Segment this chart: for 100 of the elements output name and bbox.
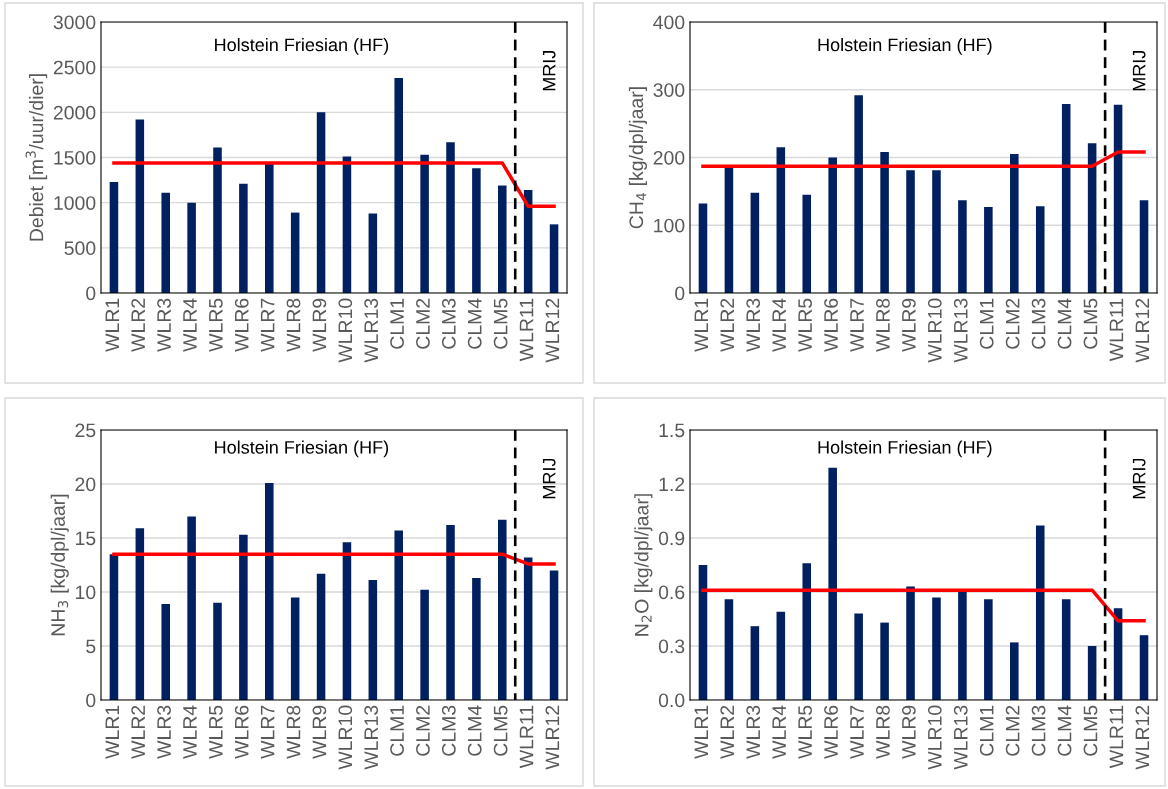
annotation: MRIJ xyxy=(1132,51,1146,91)
bar xyxy=(750,626,760,700)
bar xyxy=(446,525,455,700)
bar xyxy=(854,95,863,293)
bar xyxy=(958,592,967,700)
bar xyxy=(161,603,170,700)
x-tick-label: WLR12 xyxy=(1135,705,1150,770)
bar xyxy=(698,203,708,293)
x-tick-label: CLM5 xyxy=(1083,705,1098,756)
x-tick-label: WLR13 xyxy=(364,705,379,770)
y-tick-label: 2500 xyxy=(53,60,96,75)
annotation: MRIJ xyxy=(542,458,556,499)
bar xyxy=(265,482,274,700)
bar xyxy=(958,200,967,293)
y-tick-label: 400 xyxy=(653,15,685,30)
annotation: MRIJ xyxy=(1132,458,1146,499)
x-tick-label: WLR7 xyxy=(850,705,864,759)
x-tick-label: WLR12 xyxy=(545,298,560,363)
x-tick-label: WLR7 xyxy=(260,298,275,352)
bar xyxy=(446,142,455,293)
bar xyxy=(1061,103,1071,293)
bar xyxy=(932,597,941,700)
y-tick-label: 1.2 xyxy=(659,477,685,492)
bar xyxy=(187,202,196,293)
bar xyxy=(135,528,145,700)
x-tick-label: CLM4 xyxy=(1057,298,1072,349)
bar xyxy=(420,154,429,293)
x-tick-label: CLM3 xyxy=(441,705,456,756)
bar xyxy=(776,147,786,293)
x-tick-label: WLR11 xyxy=(519,298,534,362)
bar xyxy=(880,152,889,293)
x-tick-label: WLR2 xyxy=(131,298,145,352)
y-tick-label: 0 xyxy=(86,286,96,301)
y-tick-label: 0 xyxy=(86,693,96,708)
bar xyxy=(1087,646,1097,700)
x-tick-label: WLR8 xyxy=(286,298,301,352)
x-tick-label: WLR4 xyxy=(183,705,197,759)
x-tick-label: WLR11 xyxy=(519,705,534,769)
x-tick-label: CLM1 xyxy=(390,298,404,349)
bar xyxy=(316,112,326,293)
y-axis-title: NH$_{3}$ [kg/dpl/jaar] xyxy=(50,494,69,636)
bar xyxy=(828,467,837,700)
x-tick-label: WLR9 xyxy=(901,705,916,759)
annotation: Holstein Friesian (HF) xyxy=(215,37,389,55)
bar xyxy=(290,212,300,293)
x-tick-label: WLR8 xyxy=(876,298,890,352)
x-tick-label: WLR11 xyxy=(1109,298,1124,362)
x-tick-label: WLR7 xyxy=(260,705,275,759)
bar xyxy=(698,565,708,700)
bar xyxy=(549,570,559,700)
x-tick-label: WLR6 xyxy=(824,298,838,352)
bar xyxy=(394,530,403,700)
bar xyxy=(1061,599,1071,700)
bar xyxy=(316,573,326,700)
y-tick-label: 500 xyxy=(64,241,96,256)
y-tick-label: 15 xyxy=(76,531,96,546)
x-tick-label: WLR6 xyxy=(234,298,249,352)
bar xyxy=(420,589,429,700)
bar xyxy=(906,170,915,293)
y-axis-title: N$_{2}$O [kg/dpl/jaar] xyxy=(634,494,653,636)
x-tick-label: WLR8 xyxy=(876,705,890,759)
x-tick-label: CLM1 xyxy=(390,705,404,756)
x-tick-label: CLM2 xyxy=(1005,705,1020,756)
x-tick-label: CLM3 xyxy=(441,298,456,349)
x-tick-label: WLR13 xyxy=(953,705,968,770)
annotation: Holstein Friesian (HF) xyxy=(215,440,389,458)
y-tick-label: 5 xyxy=(86,639,96,654)
x-tick-label: CLM1 xyxy=(979,298,994,349)
x-tick-label: WLR8 xyxy=(286,705,301,759)
x-tick-label: CLM2 xyxy=(1005,298,1020,349)
bar xyxy=(342,156,352,293)
x-tick-label: WLR6 xyxy=(824,705,838,759)
bar xyxy=(776,611,786,700)
x-tick-label: WLR9 xyxy=(312,298,327,352)
x-tick-label: WLR1 xyxy=(105,705,119,759)
bar xyxy=(802,563,812,700)
x-tick-label: CLM4 xyxy=(467,705,482,756)
x-tick-label: WLR12 xyxy=(1135,298,1150,363)
bar xyxy=(880,622,889,700)
x-tick-label: WLR5 xyxy=(209,705,223,759)
x-tick-label: WLR10 xyxy=(927,705,942,770)
x-tick-label: CLM5 xyxy=(1083,298,1098,349)
x-tick-label: WLR13 xyxy=(364,298,379,363)
bar xyxy=(239,183,248,293)
bar xyxy=(1139,200,1149,293)
bar xyxy=(368,580,378,700)
x-tick-label: CLM2 xyxy=(416,298,430,349)
bar xyxy=(1113,104,1123,293)
y-tick-label: 300 xyxy=(653,83,685,97)
bar xyxy=(498,185,507,293)
y-tick-label: 3000 xyxy=(53,15,96,30)
bar xyxy=(135,119,145,293)
x-tick-label: CLM3 xyxy=(1031,705,1046,756)
x-tick-label: WLR9 xyxy=(312,705,327,759)
x-tick-label: WLR10 xyxy=(927,298,942,363)
x-tick-label: CLM5 xyxy=(493,705,508,756)
y-tick-label: 0.9 xyxy=(658,531,685,546)
bar xyxy=(750,192,760,293)
x-tick-label: WLR5 xyxy=(798,705,812,759)
bar xyxy=(109,181,119,293)
